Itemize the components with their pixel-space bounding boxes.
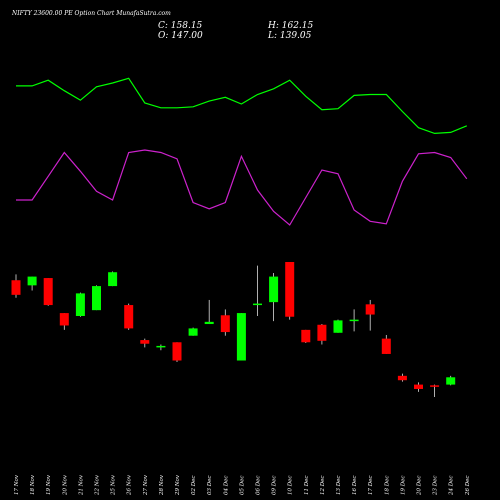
x-axis-labels: 17 Nov 18 Nov 19 Nov 20 Nov 21 Nov 22 Nov 25 N… — [14, 474, 471, 496]
x-tick-label: 02 Dec — [191, 476, 197, 496]
candle-body — [381, 338, 391, 354]
candle-body — [188, 328, 198, 336]
x-tick-label: 11 Dec — [304, 476, 310, 496]
indicator-line-upper — [16, 77, 468, 135]
x-tick-label: 28 Nov — [159, 474, 165, 496]
candle-body — [204, 321, 214, 325]
x-tick-label: 17 Nov — [14, 474, 20, 495]
candlesticks — [11, 262, 456, 397]
candle-body — [220, 315, 230, 333]
x-tick-label: 20 Dec — [417, 476, 423, 497]
x-tick-label: 19 Nov — [46, 474, 52, 495]
candle-body — [140, 340, 150, 344]
x-tick-label: 29 Nov — [175, 474, 181, 496]
candle-body — [285, 262, 295, 317]
x-tick-label: 24 Dec — [449, 476, 455, 497]
x-tick-label: 27 Nov — [143, 474, 149, 496]
x-tick-label: 03 Dec — [207, 476, 213, 496]
close-readout: C: 158.15 — [158, 21, 203, 31]
candle-body — [414, 384, 423, 389]
candle-body — [446, 377, 456, 385]
x-tick-label: 12 Dec — [320, 476, 326, 496]
open-readout: O: 147.00 — [158, 31, 203, 41]
x-tick-label: 25 Nov — [111, 474, 117, 496]
x-tick-label: 21 Nov — [78, 474, 84, 496]
x-tick-label: 04 Dec — [223, 476, 229, 496]
candle-body — [156, 345, 166, 348]
candle-body — [172, 342, 182, 361]
x-tick-label: 06 Dec — [256, 476, 262, 496]
candle-body — [92, 286, 101, 311]
chart-title: NIFTY 23600.00 PE Option Chart MunafaSut… — [11, 10, 171, 17]
candle-body — [333, 320, 343, 333]
indicator-lines — [16, 77, 468, 226]
x-tick-label: 22 Nov — [95, 474, 101, 496]
x-tick-label: 16 Dec — [352, 476, 358, 496]
x-tick-label: 09 Dec — [272, 476, 278, 496]
candle-body — [236, 313, 246, 361]
x-tick-label: 23 Dec — [433, 476, 439, 497]
x-tick-label: 05 Dec — [239, 476, 245, 496]
candle-body — [11, 280, 21, 295]
candle-body — [349, 319, 359, 322]
candle-body — [75, 293, 85, 316]
indicator-line-lower — [16, 149, 468, 226]
candle-body — [59, 313, 69, 326]
x-tick-label: 18 Dec — [384, 476, 390, 496]
candle-body — [43, 278, 53, 306]
x-tick-label: 20 Nov — [62, 474, 68, 496]
candle-body — [27, 276, 37, 286]
low-readout: L: 139.05 — [267, 31, 312, 41]
candle-body — [253, 303, 262, 306]
candle-body — [269, 276, 279, 303]
candle-body — [124, 305, 134, 329]
candle-body — [317, 324, 327, 341]
high-readout: H: 162.15 — [267, 21, 314, 31]
candle-body — [365, 304, 375, 315]
candle-body — [301, 329, 311, 343]
candle-body — [397, 375, 407, 381]
candle-body — [108, 272, 118, 287]
x-tick-label: 10 Dec — [288, 476, 294, 496]
x-tick-label: 13 Dec — [336, 476, 342, 496]
x-tick-label: 19 Dec — [400, 476, 406, 496]
x-tick-label: 26 Nov — [127, 474, 133, 496]
x-tick-label: 17 Dec — [368, 476, 374, 496]
x-tick-label: 26 Dec — [465, 476, 471, 497]
candle-body — [430, 385, 440, 387]
x-tick-label: 18 Nov — [30, 474, 36, 495]
